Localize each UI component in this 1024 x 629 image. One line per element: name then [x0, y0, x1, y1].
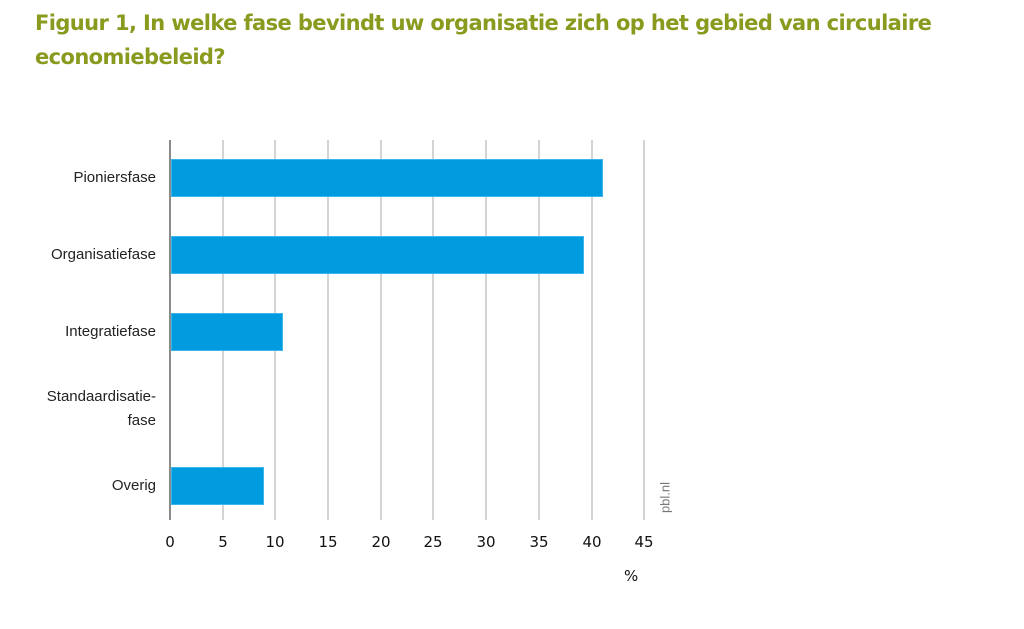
bar-integratiefase — [171, 313, 283, 351]
x-tick-25: 25 — [423, 533, 443, 551]
category-label-organisatiefase: Organisatiefase — [50, 246, 156, 263]
category-label-integratiefase: Integratiefase — [65, 323, 156, 340]
x-axis-unit-label: % — [624, 567, 639, 585]
gridline-40 — [591, 140, 593, 520]
y-axis-line — [169, 140, 171, 520]
gridline-30 — [485, 140, 487, 520]
bar-overig — [171, 467, 264, 505]
x-tick-5: 5 — [218, 533, 228, 551]
x-tick-35: 35 — [529, 533, 549, 551]
bar-organisatiefase — [171, 236, 584, 274]
category-label-overig: Overig — [111, 477, 156, 494]
bar-pioniersfase — [171, 159, 603, 197]
category-label-standaardisatiefase-line1: Standaardisatie- — [46, 388, 156, 405]
x-tick-40: 40 — [582, 533, 602, 551]
gridline-35 — [538, 140, 540, 520]
x-tick-45: 45 — [634, 533, 654, 551]
x-tick-0: 0 — [165, 533, 175, 551]
gridline-15 — [327, 140, 329, 520]
gridline-25 — [432, 140, 434, 520]
chart-title-line-1: Figuur 1, In welke fase bevindt uw organ… — [35, 11, 932, 35]
category-label-standaardisatiefase-line2: fase — [127, 412, 156, 429]
gridline-45 — [643, 140, 645, 520]
x-tick-10: 10 — [265, 533, 285, 551]
chart-title-line-2: economiebeleid? — [35, 45, 226, 69]
source-credit: pbl.nl — [657, 481, 673, 514]
x-tick-30: 30 — [476, 533, 496, 551]
category-label-pioniersfase: Pioniersfase — [73, 169, 156, 186]
x-tick-20: 20 — [371, 533, 391, 551]
gridline-20 — [380, 140, 382, 520]
x-tick-15: 15 — [318, 533, 338, 551]
chart-title: Figuur 1, In welke fase bevindt uw organ… — [35, 6, 935, 74]
